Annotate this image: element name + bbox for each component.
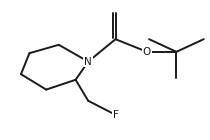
Text: F: F xyxy=(113,110,118,120)
Text: N: N xyxy=(84,57,92,67)
Text: O: O xyxy=(143,47,151,57)
